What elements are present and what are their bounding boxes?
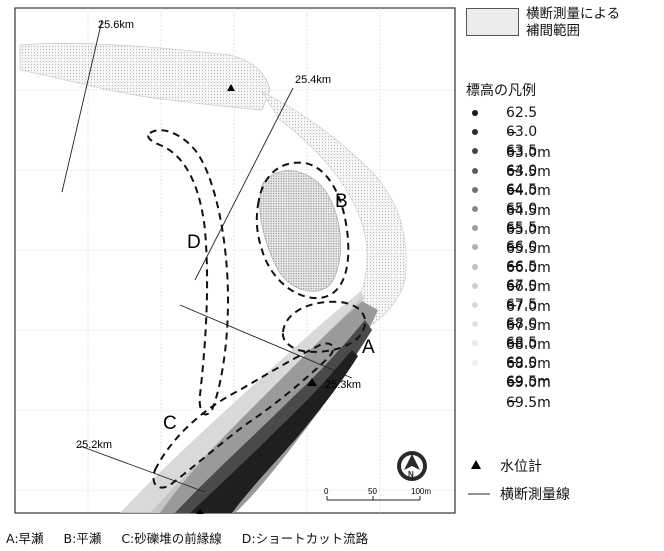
- legend-elevation-swatch: [472, 302, 478, 308]
- channel-band-edge: [120, 292, 366, 513]
- legend-elevation-swatch: [472, 378, 478, 385]
- legend-elevation-label: 68.0 − 68.5m: [506, 316, 551, 373]
- right-bank-band: [261, 91, 407, 326]
- legend-elevation-label: 66.5 − 67.0m: [506, 258, 551, 315]
- legend-elevation-label: 65.0 − 65.5m: [506, 201, 551, 257]
- bar-b-area: [259, 170, 341, 292]
- legend-elevation-swatch: [472, 167, 478, 174]
- zone-c-outline: [152, 342, 335, 489]
- km-label-25-6: 25.6km: [98, 19, 134, 31]
- legend-elevation-label: 64.5 − 65.0m: [506, 181, 551, 238]
- km-label-25-2: 25.2km: [76, 439, 112, 451]
- zone-b-outline: [255, 161, 350, 300]
- legend-elevation-label: 62.5 − 63.0m: [506, 105, 551, 161]
- legend-elevation-label: 69.5m −: [506, 373, 551, 410]
- zone-a-outline: [281, 300, 367, 353]
- legend-elevation-swatch: [472, 282, 478, 289]
- channel-band-core: [190, 350, 358, 513]
- legend-elevation-label: 68.5 − 69.0m: [506, 335, 551, 392]
- legend-elevation-label: 65.5 − 66.0m: [506, 220, 551, 277]
- legend-range-label-line1: 横断測量による: [526, 6, 621, 22]
- legend-elevation-label: 67.5 − 68.0m: [506, 297, 551, 353]
- legend-elevation-swatch: [472, 263, 478, 270]
- legend-elevation-swatch: [472, 206, 478, 212]
- legend-elevation-label: 64.0 − 64.5m: [506, 162, 551, 219]
- survey-lines: [61, 19, 353, 493]
- channel-band: [150, 300, 378, 513]
- legend-elevation-swatch: [472, 321, 478, 328]
- gauge-markers: [196, 84, 317, 514]
- legend-range-label-line2: 補間範囲: [526, 23, 580, 39]
- legend-title: 標高の凡例: [466, 83, 536, 99]
- legend-survey-line-label: 横断測量線: [500, 487, 570, 503]
- svg-text:N: N: [408, 470, 414, 479]
- gauge-marker-icon: [307, 378, 317, 386]
- scale-label-100: 100m: [411, 487, 431, 496]
- legend-elevation-swatch: [472, 244, 478, 251]
- gauge-marker-icon: [227, 84, 235, 91]
- footnote-c: C:砂礫堆の前縁線: [121, 531, 222, 546]
- legend-gauge-icon: [471, 460, 481, 469]
- legend-elevation-label: 67.0 − 67.5m: [506, 277, 551, 334]
- upper-bar-area: [19, 43, 271, 111]
- footnote-d: D:ショートカット流路: [241, 531, 369, 546]
- zone-label-a: A: [362, 337, 375, 358]
- footnote: A:早瀬 B:平瀬 C:砂礫堆の前縁線 D:ショートカット流路: [6, 528, 384, 547]
- km-label-25-3: 25.3km: [325, 379, 361, 391]
- scale-bar: [326, 496, 421, 501]
- zone-label-c: C: [163, 413, 177, 434]
- km-label-25-4: 25.4km: [295, 74, 331, 86]
- legend-elevation-swatch: [472, 186, 478, 193]
- legend-gauge-label: 水位計: [500, 459, 542, 475]
- legend-elevation-swatch: [472, 129, 478, 136]
- legend-elevation-label: 69.0 − 69.5m: [506, 354, 551, 411]
- zone-label-d: D: [187, 232, 201, 253]
- legend-range-label: 横断測量による 補間範囲: [526, 6, 620, 40]
- legend-range-swatch: [466, 8, 519, 36]
- footnote-a: A:早瀬: [6, 531, 44, 546]
- channel-band-deep: [175, 320, 372, 513]
- legend-elevation-swatch: [472, 340, 478, 347]
- legend-elevation-swatch: [472, 110, 478, 116]
- scale-label-0: 0: [324, 487, 329, 496]
- scale-label-50: 50: [368, 487, 377, 496]
- north-arrow-icon: N: [397, 451, 427, 481]
- legend-elevation-label: 63.5 − 64.0m: [506, 143, 551, 200]
- legend-elevation-label: 66.0 − 66.5m: [506, 239, 551, 296]
- legend-elevation-swatch: [472, 359, 478, 366]
- zone-label-b: B: [335, 191, 348, 212]
- zone-outlines: [147, 129, 367, 489]
- gauge-marker-icon: [196, 509, 204, 514]
- legend-elevation-swatch: [472, 148, 478, 155]
- footnote-b: B:平瀬: [63, 531, 102, 546]
- legend-elevation-label: 63.0 − 63.5m: [506, 124, 551, 181]
- legend-elevation-swatch: [472, 225, 478, 232]
